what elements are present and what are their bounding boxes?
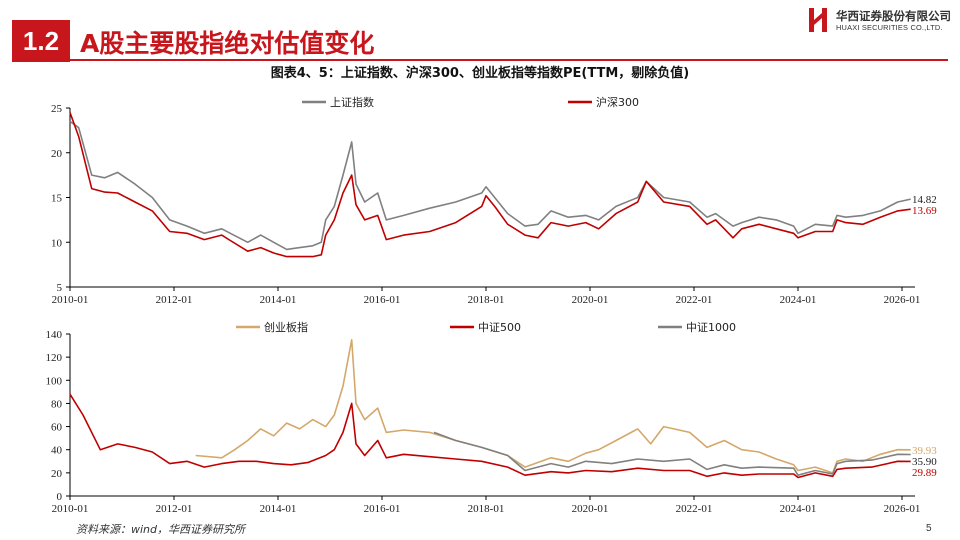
y-tick-label: 20	[51, 148, 63, 160]
logo-english-name: HUAXI SECURITIES CO.,LTD.	[836, 23, 943, 32]
x-tick-label: 2024-01	[780, 294, 817, 306]
y-tick-label: 120	[46, 352, 63, 364]
legend-label: 中证500	[478, 321, 521, 334]
page-title: A股主要股指绝对估值变化	[80, 29, 375, 58]
series-line-1-1	[69, 120, 911, 251]
x-tick-label: 2018-01	[468, 503, 505, 515]
end-value-label: 29.89	[912, 467, 937, 479]
y-tick-label: 140	[46, 329, 63, 341]
x-tick-label: 2026-01	[884, 503, 921, 515]
y-tick-label: 40	[51, 445, 63, 457]
y-tick-label: 60	[51, 422, 63, 434]
y-tick-label: 0	[57, 491, 63, 503]
x-tick-label: 2014-01	[260, 294, 297, 306]
series-line-2-1	[195, 338, 911, 474]
series-line-2-2	[69, 393, 911, 479]
y-tick-label: 5	[57, 282, 63, 294]
y-tick-label: 20	[51, 468, 63, 480]
x-tick-label: 2020-01	[572, 503, 609, 515]
y-tick-label: 25	[51, 103, 63, 115]
x-tick-label: 2020-01	[572, 294, 609, 306]
y-tick-label: 10	[51, 237, 63, 249]
logo-chinese-name: 华西证券股份有限公司	[836, 9, 951, 23]
x-tick-label: 2026-01	[884, 294, 921, 306]
legend-label: 上证指数	[330, 95, 374, 109]
series-line-2-3	[433, 431, 911, 477]
source-note: 资料来源：wind，华西证券研究所	[76, 523, 246, 536]
company-logo: 华西证券股份有限公司 HUAXI SECURITIES CO.,LTD.	[808, 6, 953, 36]
x-tick-label: 2014-01	[260, 503, 297, 515]
end-value-label: 35.90	[912, 456, 937, 468]
x-tick-label: 2016-01	[364, 503, 401, 515]
end-value-label: 14.82	[912, 194, 937, 206]
page-number: 5	[926, 523, 932, 534]
x-tick-label: 2016-01	[364, 294, 401, 306]
series-line-1-2	[69, 112, 911, 258]
figure-title: 图表4、5：上证指数、沪深300、创业板指等指数PE(TTM，剔除负值)	[270, 66, 690, 81]
y-tick-label: 15	[51, 193, 63, 205]
end-value-label: 13.69	[912, 205, 937, 217]
header-divider	[12, 59, 948, 61]
x-tick-label: 2010-01	[52, 294, 89, 306]
x-tick-label: 2012-01	[156, 503, 193, 515]
x-tick-label: 2022-01	[676, 294, 713, 306]
x-tick-label: 2022-01	[676, 503, 713, 515]
x-tick-label: 2012-01	[156, 294, 193, 306]
x-tick-label: 2024-01	[780, 503, 817, 515]
y-tick-label: 80	[51, 398, 63, 410]
section-number-badge: 1.2	[12, 20, 70, 62]
y-tick-label: 100	[46, 375, 63, 387]
x-tick-label: 2010-01	[52, 503, 89, 515]
end-value-label: 39.93	[912, 445, 937, 457]
legend-label: 创业板指	[264, 320, 308, 334]
x-tick-label: 2018-01	[468, 294, 505, 306]
legend-label: 中证1000	[686, 321, 736, 334]
huaxi-logo-icon	[809, 8, 827, 32]
legend-label: 沪深300	[596, 95, 639, 109]
